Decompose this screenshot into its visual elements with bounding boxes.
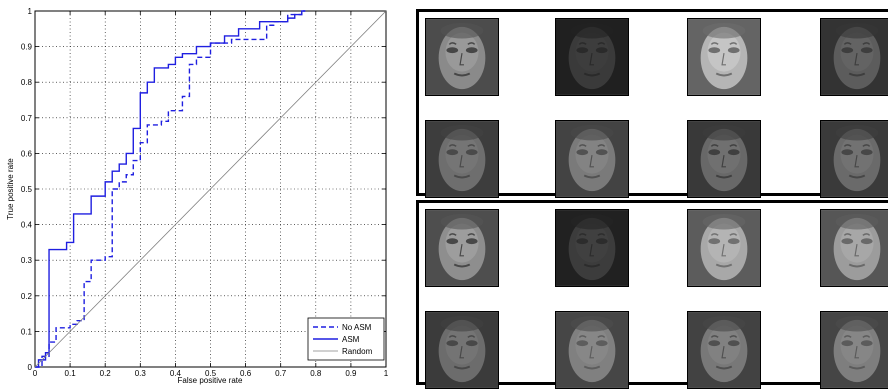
face-light-image — [687, 18, 761, 96]
x-tick-label: 0.2 — [100, 369, 112, 378]
face-light-image — [687, 209, 761, 287]
face-group-bottom — [416, 200, 888, 389]
y-tick-label: 0.6 — [21, 149, 33, 158]
face-gray-image — [425, 311, 499, 389]
face-gray-image — [820, 120, 888, 198]
y-tick-label: 0.2 — [21, 292, 33, 301]
x-tick-label: 0.7 — [275, 369, 287, 378]
eigenface-panel — [416, 9, 888, 389]
face-gray-image — [820, 18, 888, 96]
x-axis-title: False positive rate — [178, 376, 243, 385]
face-gray-image — [555, 311, 629, 389]
face-gray-image — [820, 311, 888, 389]
face-group-top — [416, 9, 888, 198]
series-asm-line — [35, 10, 306, 368]
face-mean-image — [425, 18, 499, 96]
x-tick-label: 0.3 — [135, 369, 147, 378]
y-tick-label: 0.7 — [21, 114, 33, 123]
x-tick-label: 0.4 — [170, 369, 182, 378]
legend: No ASM ASM Random — [307, 317, 385, 361]
y-tick-label: 0.1 — [21, 327, 33, 336]
series-no-asm-line — [35, 10, 306, 368]
face-gray-image — [687, 120, 761, 198]
face-dark-image — [555, 18, 629, 96]
y-axis-title: True positive rate — [6, 158, 15, 220]
y-tick-label: 0.3 — [21, 256, 33, 265]
x-tick-label: 0.9 — [345, 369, 357, 378]
y-tick-label: 0.5 — [21, 185, 33, 194]
face-gray-image — [555, 120, 629, 198]
legend-label: ASM — [342, 335, 360, 344]
y-tick-label: 0 — [28, 363, 33, 372]
x-tick-label: 0.1 — [65, 369, 77, 378]
face-dark-image — [555, 209, 629, 287]
y-tick-label: 0.9 — [21, 43, 33, 52]
face-mean-image — [425, 209, 499, 287]
x-tick-label: 0 — [33, 369, 38, 378]
series-layer — [34, 10, 387, 368]
y-tick-label: 0.8 — [21, 78, 33, 87]
x-tick-label: 1 — [384, 369, 389, 378]
face-gray-image — [687, 311, 761, 389]
legend-label: Random — [342, 347, 373, 356]
y-tick-label: 0.4 — [21, 221, 33, 230]
legend-label: No ASM — [342, 323, 372, 332]
x-tick-label: 0.6 — [240, 369, 252, 378]
face-gray-image — [425, 120, 499, 198]
axis-ticks: 0 0.1 0.2 0.3 0.4 0.5 0.6 0.7 0.8 0.9 1 0 0.1 0.2 0.3 0… — [21, 7, 389, 378]
series-random-line — [34, 10, 387, 368]
y-tick-label: 1 — [28, 7, 33, 16]
x-tick-label: 0.5 — [205, 369, 217, 378]
x-tick-label: 0.8 — [310, 369, 322, 378]
roc-chart: 0 0.1 0.2 0.3 0.4 0.5 0.6 0.7 0.8 0.9 1 0 0.1 0.2 0.3 0… — [6, 7, 389, 385]
face-light-image — [820, 209, 888, 287]
